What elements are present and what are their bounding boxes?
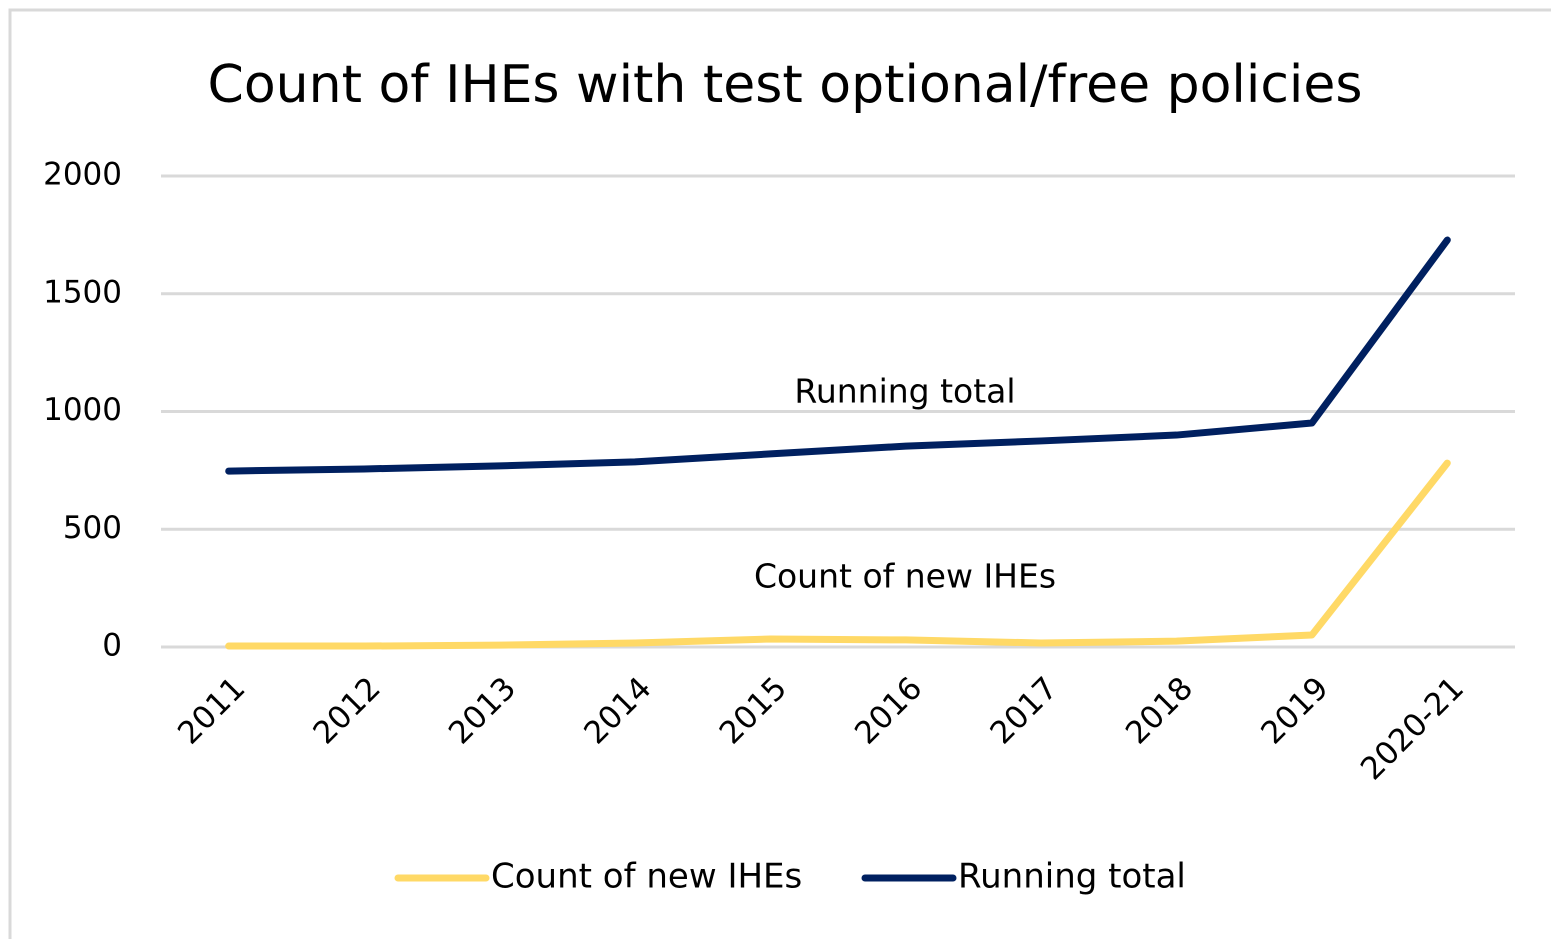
annotation: Running total <box>794 372 1015 411</box>
y-tick-label: 1000 <box>43 392 122 428</box>
legend-label: Count of new IHEs <box>491 857 802 897</box>
y-tick-label: 0 <box>102 628 122 664</box>
annotation: Count of new IHEs <box>754 557 1056 596</box>
lines <box>225 236 1451 650</box>
y-tick-label: 500 <box>63 510 122 546</box>
y-tick-label: 1500 <box>43 274 122 310</box>
series-line <box>225 459 1451 650</box>
legend: Count of new IHEs Running total <box>394 857 1186 897</box>
series-line <box>225 236 1451 475</box>
chart-title: Count of IHEs with test optional/free po… <box>208 55 1363 115</box>
y-tick-label: 2000 <box>43 157 122 193</box>
chart-border <box>8 8 1551 939</box>
legend-label: Running total <box>958 857 1186 897</box>
